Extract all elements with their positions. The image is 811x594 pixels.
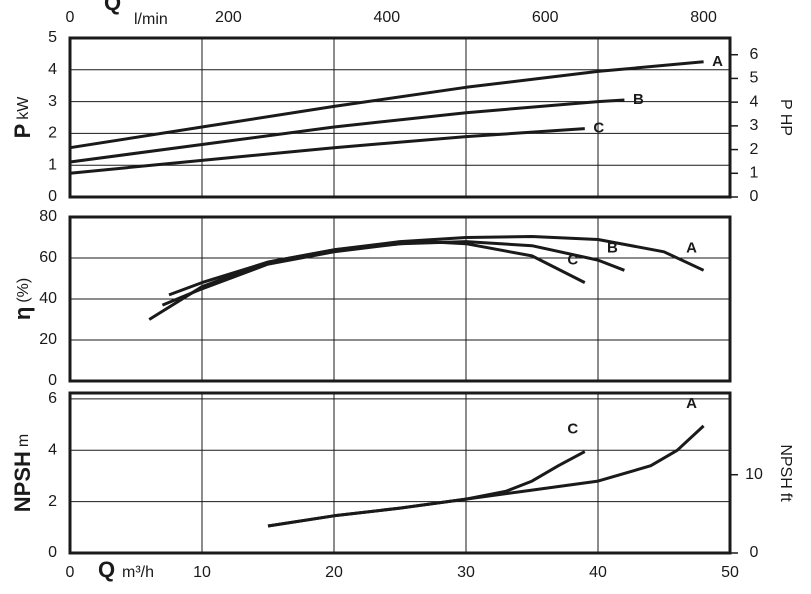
y-tick-label: 40 <box>39 290 57 307</box>
y-tick-label: 1 <box>48 156 57 173</box>
axis-title-main: NPSH <box>10 451 35 512</box>
y-tick-label: 0 <box>48 188 57 205</box>
y-tick-label: 6 <box>48 390 57 407</box>
y2-tick-label: 0 <box>750 544 759 561</box>
curve <box>69 127 585 175</box>
y2-tick-label: 1 <box>750 165 759 182</box>
y2-tick-label: 2 <box>750 141 759 158</box>
axis-title: P HP <box>777 99 794 136</box>
y-tick-label: 5 <box>48 29 57 46</box>
y-tick-label: 2 <box>48 493 57 510</box>
axis-title-unit: HP <box>777 114 794 136</box>
curve-label: C <box>593 120 604 137</box>
curve <box>148 235 705 321</box>
axis-title-main: η <box>10 307 35 320</box>
axis-title: NPSH m <box>10 434 35 512</box>
y-tick-label: 0 <box>48 372 57 389</box>
axis-title-main: P <box>10 124 35 139</box>
x-tick-label: 0 <box>66 564 75 581</box>
y-tick-label: 3 <box>48 93 57 110</box>
x-tick-label: 30 <box>457 564 475 581</box>
panel-frame <box>68 391 732 555</box>
y2-tick-label: 3 <box>750 117 759 134</box>
y-tick-label: 2 <box>48 125 57 142</box>
y2-tick-label: 4 <box>750 93 759 110</box>
x-tick-label: 50 <box>721 564 739 581</box>
curve <box>69 60 704 150</box>
axis-title: NPSH ft <box>777 444 794 502</box>
x2-title-unit: l/min <box>134 11 168 28</box>
x2-tick-label: 600 <box>532 9 559 26</box>
curve <box>168 240 586 297</box>
y-tick-label: 4 <box>48 441 57 458</box>
y-tick-label: 60 <box>39 249 57 266</box>
axis-title: PkW <box>10 96 35 139</box>
x2-title-main: Q <box>104 0 121 15</box>
y-tick-label: 80 <box>39 208 57 225</box>
y-tick-label: 4 <box>48 61 57 78</box>
curve <box>69 98 625 164</box>
axis-title-main: NPSH <box>777 444 794 488</box>
y-tick-label: 0 <box>48 544 57 561</box>
axis-title-unit: (%) <box>15 278 32 303</box>
x2-tick-label: 0 <box>66 9 75 26</box>
curve-label: A <box>686 239 697 256</box>
axis-title-main: P <box>777 99 794 110</box>
curve-label: C <box>567 252 578 269</box>
axis-title-unit: kW <box>15 96 32 120</box>
axis-title-unit: ft <box>777 493 794 502</box>
panel-frame <box>68 215 732 383</box>
x2-tick-label: 800 <box>690 9 717 26</box>
x-title-main: Q <box>98 557 115 582</box>
axis-title-unit: m <box>15 434 32 447</box>
axis-title: η (%) <box>10 278 35 320</box>
curve <box>267 450 586 528</box>
panel-frame <box>68 36 732 199</box>
curve-label: B <box>633 91 644 108</box>
y-tick-label: 20 <box>39 331 57 348</box>
curve-label: A <box>686 395 697 412</box>
x2-tick-label: 400 <box>373 9 400 26</box>
y2-tick-label: 5 <box>750 70 759 87</box>
x-tick-label: 10 <box>193 564 211 581</box>
x-title-unit: m³/h <box>122 564 154 581</box>
y2-tick-label: 10 <box>745 466 763 483</box>
curve-label: C <box>567 421 578 438</box>
curve <box>267 424 705 528</box>
curve-label: B <box>607 239 618 256</box>
y2-tick-label: 6 <box>750 46 759 63</box>
x2-tick-label: 200 <box>215 9 242 26</box>
x-tick-label: 20 <box>325 564 343 581</box>
y2-tick-label: 0 <box>750 188 759 205</box>
x-tick-label: 40 <box>589 564 607 581</box>
curve-label: A <box>712 53 723 70</box>
